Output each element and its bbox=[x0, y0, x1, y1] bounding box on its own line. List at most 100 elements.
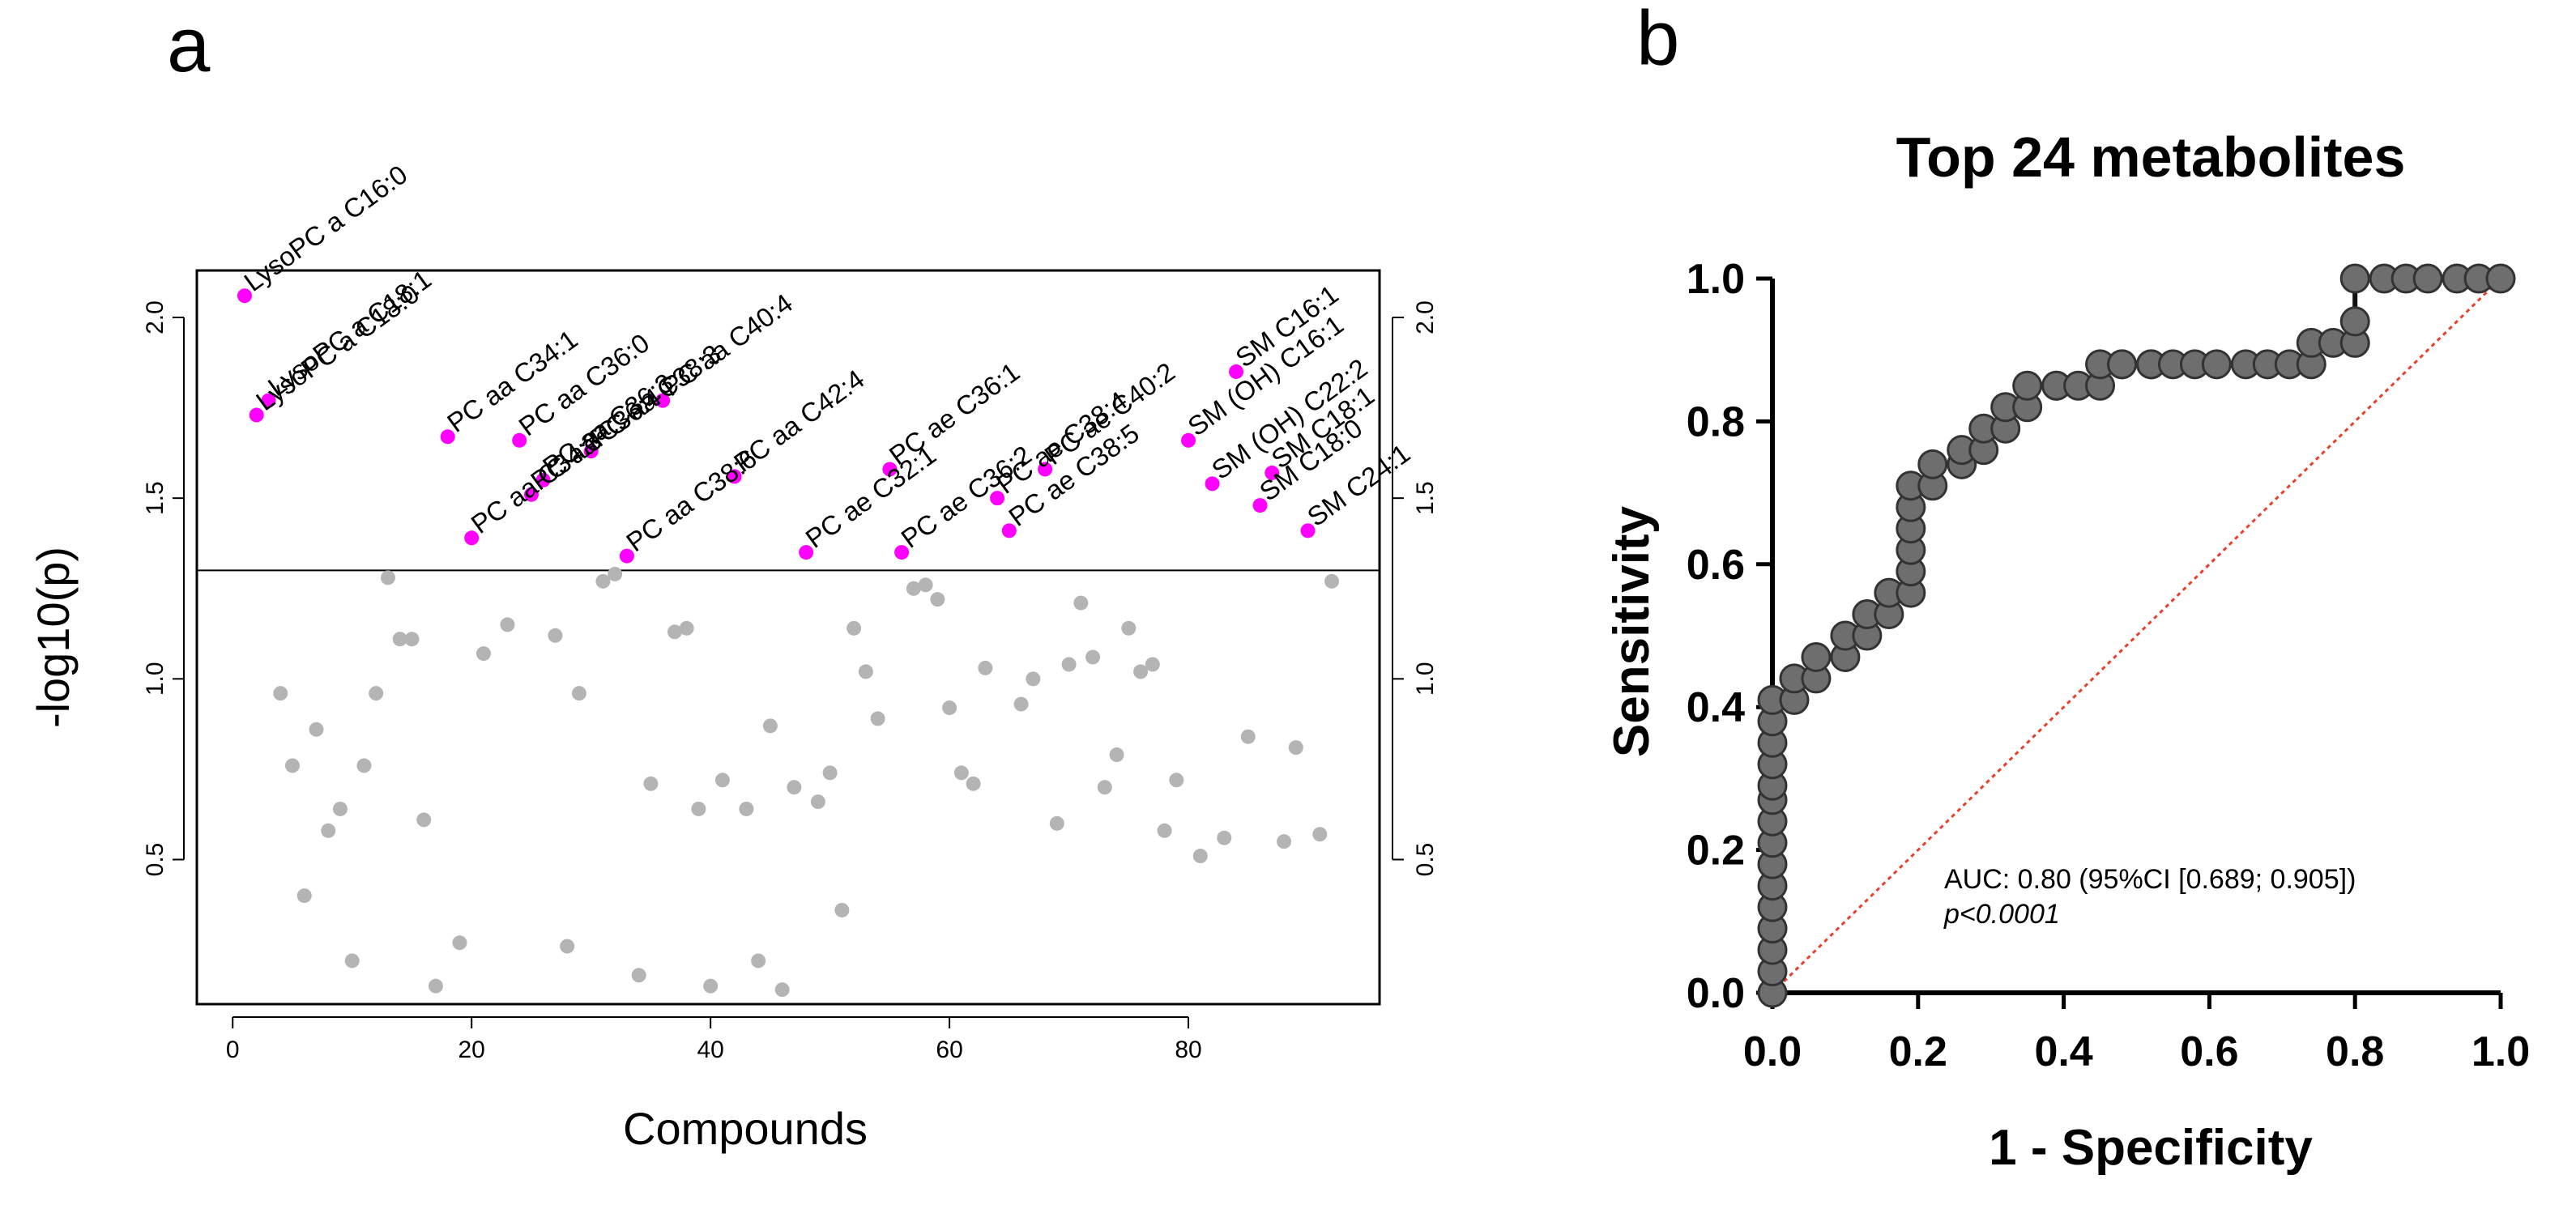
nonsignificant-point bbox=[1121, 620, 1137, 636]
nonsignificant-point bbox=[1049, 815, 1064, 831]
significant-point bbox=[1265, 465, 1280, 480]
panel-b: b Top 24 metabolites 0.0 0.2 0.4 0.6 0.8 1.00… bbox=[1604, 0, 2530, 1176]
roc-point bbox=[2339, 306, 2370, 337]
significant-point bbox=[1252, 498, 1268, 513]
nonsignificant-point bbox=[1097, 780, 1112, 795]
nonsignificant-point bbox=[1073, 595, 1089, 611]
nonsignificant-point bbox=[595, 573, 611, 589]
nonsignificant-point bbox=[966, 776, 981, 791]
nonsignificant-point bbox=[1312, 827, 1328, 842]
roc-point bbox=[2412, 263, 2443, 294]
p-value-annotation: p<0.0001 bbox=[1943, 899, 2060, 930]
nonsignificant-point bbox=[1324, 573, 1340, 589]
nonsignificant-point bbox=[787, 780, 802, 795]
nonsignificant-point bbox=[296, 888, 312, 904]
roc-points bbox=[1757, 263, 2516, 1008]
nonsignificant-point bbox=[822, 765, 838, 781]
plot-a-y-axis-left: 0.5 1.0 1.5 2.0 bbox=[142, 300, 185, 876]
nonsignificant-point bbox=[1133, 664, 1149, 679]
nonsignificant-point bbox=[548, 628, 563, 643]
y-tick-label: 1.0 bbox=[142, 662, 168, 696]
nonsignificant-point bbox=[714, 773, 730, 788]
point-label: PC aa C40:4 bbox=[657, 287, 799, 402]
significant-point bbox=[894, 545, 910, 560]
nonsignificant-point bbox=[1085, 649, 1101, 665]
nonsignificant-point bbox=[380, 570, 395, 585]
roc-point bbox=[2012, 370, 2043, 401]
roc-point bbox=[2339, 263, 2370, 294]
nonsignificant-point bbox=[643, 776, 659, 791]
y-tick-label-right: 1.0 bbox=[1412, 662, 1439, 696]
nonsignificant-point bbox=[834, 902, 850, 917]
panel-a-label: a bbox=[167, 2, 211, 88]
significant-point bbox=[237, 288, 252, 304]
roc-point bbox=[2201, 349, 2232, 380]
nonsignificant-point bbox=[428, 978, 443, 994]
nonsignificant-point bbox=[1217, 830, 1232, 845]
plot-a-frame bbox=[195, 269, 1381, 1006]
y-tick-label: 0.4 bbox=[1687, 684, 1745, 731]
nonsignificant-point bbox=[309, 722, 324, 737]
nonsignificant-point bbox=[1157, 823, 1172, 838]
y-tick-label: 1.0 bbox=[1687, 256, 1745, 303]
nonsignificant-point bbox=[1277, 834, 1292, 849]
point-label: PC aa C42:4 bbox=[728, 364, 870, 478]
nonsignificant-point bbox=[1240, 729, 1256, 744]
nonsignificant-point bbox=[762, 718, 778, 734]
significant-point bbox=[990, 491, 1005, 506]
nonsignificant-point bbox=[369, 686, 384, 701]
nonsignificant-point bbox=[906, 581, 921, 596]
significant-point bbox=[1038, 462, 1053, 477]
panel-b-label: b bbox=[1636, 0, 1679, 82]
y-tick-label: 0.2 bbox=[1687, 828, 1745, 875]
nonsignificant-point bbox=[1061, 657, 1077, 672]
nonsignificant-point bbox=[739, 801, 754, 816]
nonsignificant-point bbox=[392, 632, 407, 647]
nonsignificant-point bbox=[810, 794, 825, 810]
nonsignificant-point bbox=[608, 566, 623, 581]
panel-a: a 0 20 40 60 80 0.5 1.0 1.5 2.0 0.5 1.0 1.5 2.0 Ly… bbox=[28, 2, 1439, 1154]
significant-point bbox=[535, 472, 551, 487]
nonsignificant-point bbox=[703, 978, 719, 994]
plot-b-axes: 0.0 0.2 0.4 0.6 0.8 1.0 0.0 0.2 0.4 0.6 0.8 1.0 bbox=[1687, 256, 2530, 1075]
nonsignificant-point bbox=[1026, 671, 1041, 687]
nonsignificant-point bbox=[284, 758, 300, 773]
nonsignificant-point bbox=[332, 801, 348, 816]
roc-point bbox=[1801, 641, 1832, 672]
nonsignificant-point bbox=[751, 953, 766, 968]
significant-point bbox=[583, 444, 599, 459]
x-tick-label: 1.0 bbox=[2472, 1028, 2530, 1075]
nonsignificant-point bbox=[858, 664, 873, 679]
nonsignificant-point bbox=[344, 953, 360, 968]
nonsignificant-point bbox=[571, 686, 586, 701]
nonsignificant-point bbox=[500, 617, 515, 632]
x-tick-label: 0.8 bbox=[2326, 1028, 2384, 1075]
roc-point bbox=[2485, 263, 2516, 294]
significant-point bbox=[727, 469, 742, 484]
nonsignificant-point bbox=[452, 935, 467, 951]
plot-b-y-title: Sensitivity bbox=[1604, 505, 1660, 757]
x-tick-label: 0 bbox=[226, 1037, 240, 1063]
y-tick-label-right: 2.0 bbox=[1412, 300, 1439, 334]
y-tick-label-right: 1.5 bbox=[1412, 481, 1439, 515]
nonsignificant-point bbox=[774, 982, 790, 998]
nonsignificant-point bbox=[356, 758, 372, 773]
nonsignificant-point bbox=[416, 812, 432, 828]
nonsignificant-point bbox=[679, 620, 694, 636]
roc-point bbox=[2107, 349, 2138, 380]
nonsignificant-points bbox=[273, 566, 1340, 998]
nonsignificant-point bbox=[476, 646, 491, 662]
nonsignificant-point bbox=[953, 765, 969, 781]
plot-b-title: Top 24 metabolites bbox=[1896, 126, 2406, 189]
point-label: LysoPC a C18:0 bbox=[250, 279, 424, 416]
nonsignificant-point bbox=[404, 632, 420, 647]
nonsignificant-point bbox=[1288, 740, 1303, 756]
significant-point bbox=[1300, 523, 1316, 539]
x-tick-label: 0.2 bbox=[1889, 1028, 1947, 1075]
x-tick-label: 80 bbox=[1175, 1037, 1201, 1063]
nonsignificant-point bbox=[930, 592, 945, 607]
nonsignificant-point bbox=[321, 823, 336, 838]
significant-point bbox=[249, 407, 264, 423]
